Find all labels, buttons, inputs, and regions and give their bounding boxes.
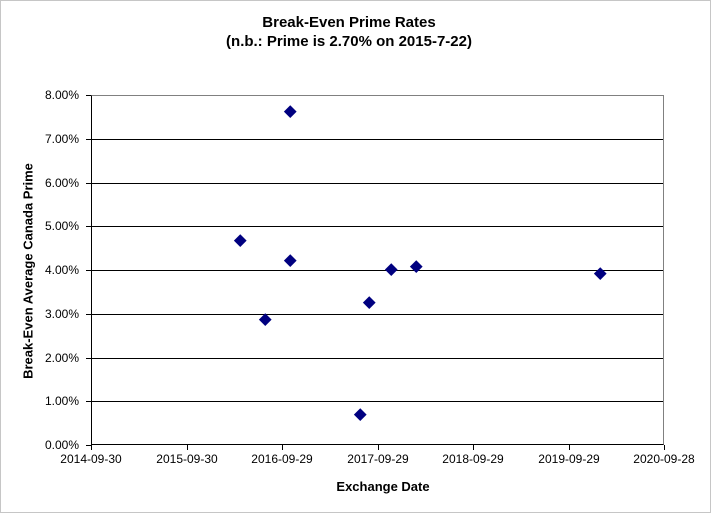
- y-tick-label: 0.00%: [44, 438, 79, 452]
- grid-line: [92, 270, 663, 271]
- x-tick-mark: [91, 445, 92, 450]
- grid-line: [92, 314, 663, 315]
- grid-line: [92, 401, 663, 402]
- x-tick-label: 2018-09-29: [442, 452, 504, 466]
- x-tick-mark: [187, 445, 188, 450]
- y-tick-mark: [86, 226, 91, 227]
- y-tick-label: 5.00%: [44, 219, 79, 233]
- x-tick-label: 2020-09-28: [633, 452, 695, 466]
- x-tick-label: 2015-09-30: [156, 452, 218, 466]
- y-tick-mark: [86, 95, 91, 96]
- y-tick-mark: [86, 358, 91, 359]
- y-tick-label: 6.00%: [44, 176, 79, 190]
- x-tick-mark: [378, 445, 379, 450]
- x-tick-mark: [282, 445, 283, 450]
- x-tick-label: 2019-09-29: [538, 452, 600, 466]
- x-tick-mark: [473, 445, 474, 450]
- y-tick-mark: [86, 139, 91, 140]
- x-axis-title: Exchange Date: [336, 479, 430, 494]
- x-tick-mark: [569, 445, 570, 450]
- y-tick-mark: [86, 445, 91, 446]
- y-tick-mark: [86, 183, 91, 184]
- y-tick-label: 8.00%: [44, 88, 79, 102]
- y-tick-label: 4.00%: [44, 263, 79, 277]
- y-tick-label: 1.00%: [44, 394, 79, 408]
- y-tick-mark: [86, 314, 91, 315]
- y-tick-label: 2.00%: [44, 351, 79, 365]
- y-tick-mark: [86, 270, 91, 271]
- chart-title-line1: Break-Even Prime Rates: [262, 14, 436, 31]
- grid-line: [92, 226, 663, 227]
- y-tick-mark: [86, 401, 91, 402]
- grid-line: [92, 139, 663, 140]
- x-tick-label: 2014-09-30: [60, 452, 122, 466]
- x-tick-mark: [664, 445, 665, 450]
- x-tick-label: 2017-09-29: [347, 452, 409, 466]
- y-tick-label: 7.00%: [44, 132, 79, 146]
- grid-line: [92, 358, 663, 359]
- grid-line: [92, 183, 663, 184]
- chart-title-line2: (n.b.: Prime is 2.70% on 2015-7-22): [226, 33, 472, 50]
- x-tick-label: 2016-09-29: [251, 452, 313, 466]
- chart-title: Break-Even Prime Rates (n.b.: Prime is 2…: [1, 13, 697, 51]
- y-tick-label: 3.00%: [44, 307, 79, 321]
